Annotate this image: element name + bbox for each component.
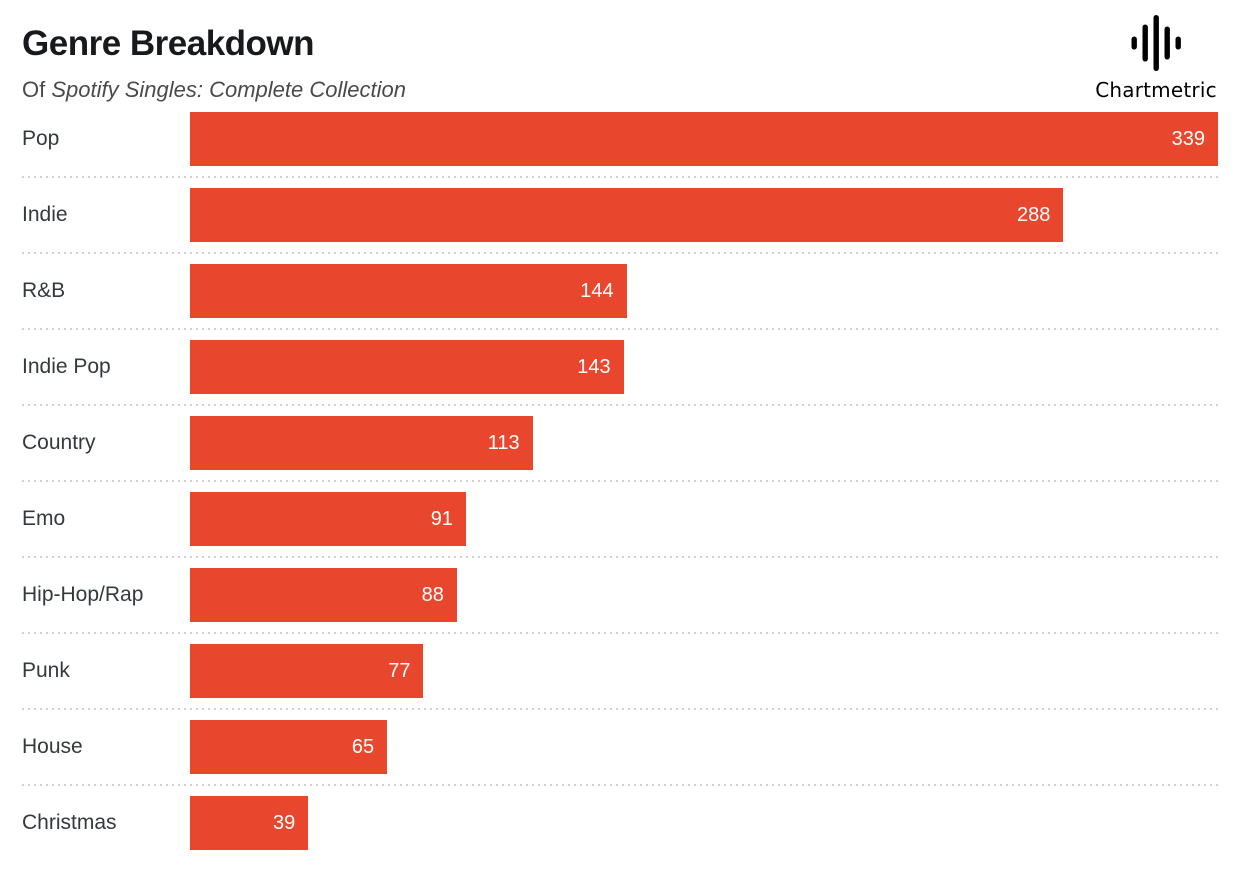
bar-value: 339 — [1171, 127, 1205, 150]
bar-value: 143 — [577, 355, 611, 378]
bar-value: 91 — [430, 507, 453, 530]
bar: 288 — [190, 188, 1064, 242]
row-separator — [22, 556, 1218, 558]
subtitle-prefix: Of — [22, 77, 52, 103]
bar-value: 39 — [273, 811, 296, 834]
chart-row: R&B 144 — [22, 253, 1218, 330]
row-separator — [22, 480, 1218, 482]
bar-value: 144 — [580, 279, 614, 302]
bar-track: 288 — [190, 188, 1218, 242]
bar-track: 113 — [190, 416, 1218, 470]
chart-row: Country 113 — [22, 405, 1218, 482]
row-separator — [22, 708, 1218, 710]
bar-track: 88 — [190, 568, 1218, 622]
chartmetric-wordmark: Chartmetric — [1095, 78, 1217, 102]
bar-chart: Pop 339 Indie 288 R&B 144 Indie Pop 143 Country 1… — [22, 101, 1218, 861]
chart-row: Hip-Hop/Rap 88 — [22, 557, 1218, 634]
row-separator — [22, 252, 1218, 254]
bar-value: 113 — [487, 431, 520, 454]
bar-track: 91 — [190, 492, 1218, 546]
bar-value: 65 — [351, 735, 375, 758]
bar: 144 — [190, 264, 627, 318]
chart-row: House 65 — [22, 709, 1218, 786]
row-separator — [22, 784, 1218, 786]
row-label: House — [22, 735, 83, 758]
chart-header: Genre Breakdown Of Spotify Singles: Comp… — [22, 0, 1218, 103]
bar-track: 143 — [190, 340, 1218, 394]
chart-row: Indie Pop 143 — [22, 329, 1218, 406]
chart-row: Indie 288 — [22, 177, 1218, 254]
chart-row: Christmas 39 — [22, 785, 1218, 861]
row-separator — [22, 632, 1218, 634]
bar-track: 77 — [190, 644, 1218, 698]
bar: 113 — [190, 416, 533, 470]
row-label: Hip-Hop/Rap — [22, 583, 144, 606]
row-label: Pop — [22, 127, 60, 150]
chart-row: Punk 77 — [22, 633, 1218, 710]
chartmetric-waveform-icon — [1131, 15, 1181, 71]
subtitle-collection-name: Spotify Singles: Complete Collection — [51, 77, 406, 103]
row-separator — [22, 176, 1218, 178]
row-label: Punk — [22, 659, 70, 682]
bar-value: 288 — [1016, 203, 1051, 226]
bar: 65 — [190, 720, 388, 774]
bar: 143 — [190, 340, 624, 394]
page-title: Genre Breakdown — [22, 24, 315, 63]
bar-value: 77 — [388, 659, 411, 682]
bar: 88 — [190, 568, 457, 622]
chart-row: Pop 339 — [22, 101, 1218, 178]
row-label: Emo — [22, 507, 66, 530]
row-label: Country — [22, 431, 96, 454]
bar-track: 65 — [190, 720, 1218, 774]
chart-subtitle: Of Spotify Singles: Complete Collection — [22, 77, 1218, 103]
row-label: Christmas — [22, 811, 117, 834]
bar: 77 — [190, 644, 424, 698]
row-label: Indie — [22, 203, 68, 226]
row-separator — [22, 404, 1218, 406]
bar: 339 — [190, 112, 1218, 166]
bar: 91 — [190, 492, 466, 546]
chart-row: Emo 91 — [22, 481, 1218, 558]
row-label: R&B — [22, 279, 66, 302]
chartmetric-logo: Chartmetric — [1090, 15, 1222, 102]
bar-track: 144 — [190, 264, 1218, 318]
bar-value: 88 — [421, 583, 444, 606]
row-separator — [22, 328, 1218, 330]
bar-track: 339 — [190, 112, 1218, 166]
bar: 39 — [190, 796, 309, 850]
row-label: Indie Pop — [22, 355, 111, 378]
bar-track: 39 — [190, 796, 1218, 850]
